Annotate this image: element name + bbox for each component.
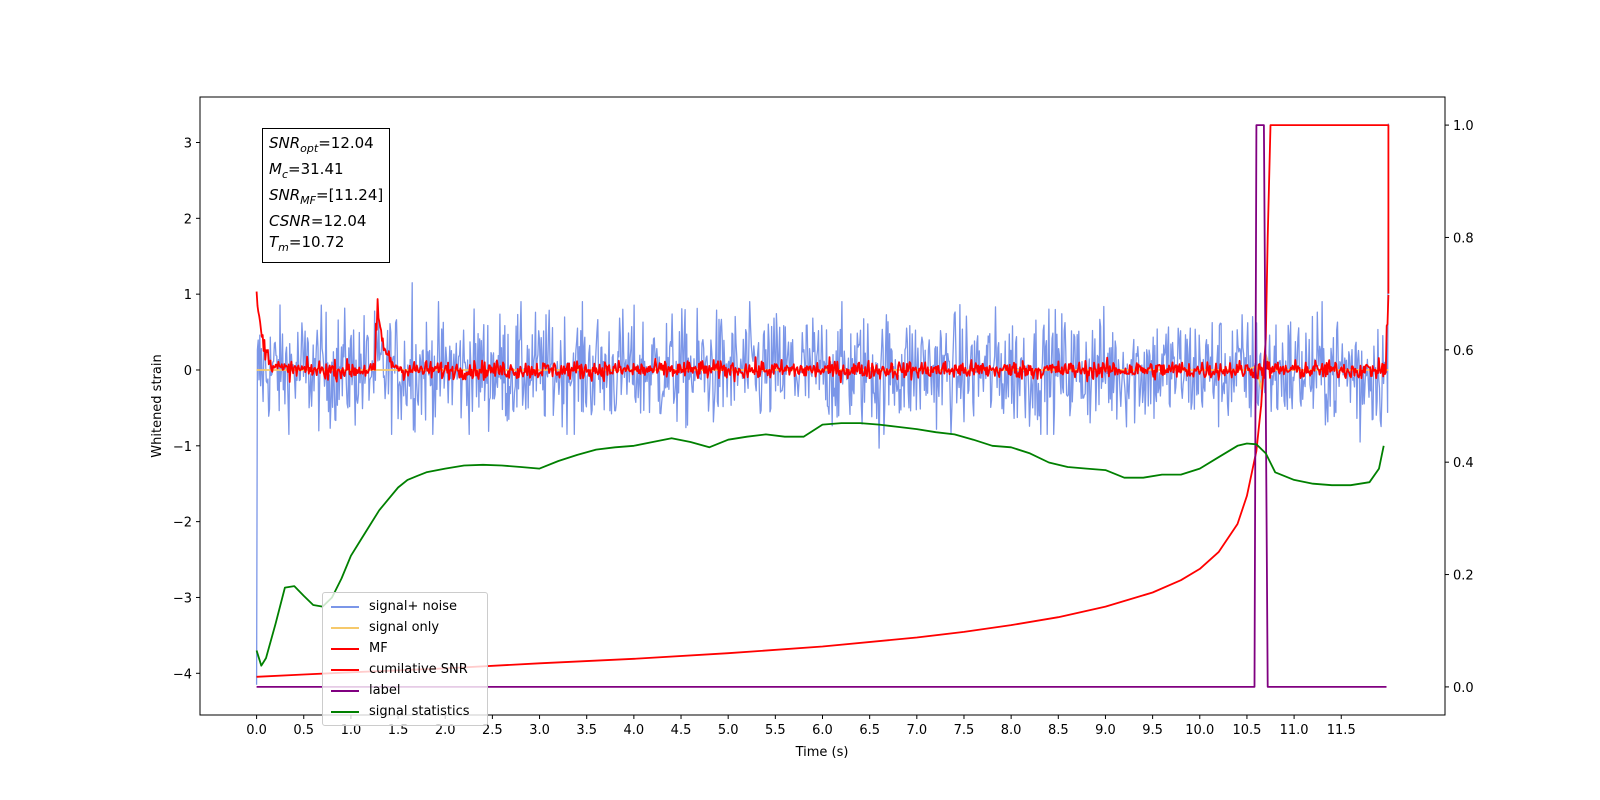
x-tick-label: 5.5 [765,723,786,738]
legend-item: cumilative SNR [327,659,483,680]
y-tick-label: −2 [173,516,192,531]
y-tick-label: 3 [184,136,192,151]
x-tick-label: 11.5 [1327,723,1356,738]
x-tick-label: 1.5 [388,723,409,738]
y-axis-title: Whitened strain [150,354,165,457]
legend-label: signal statistics [369,704,470,719]
legend-swatch [331,605,359,608]
legend-label: label [369,683,401,698]
x-tick-label: 2.0 [435,723,456,738]
annotation-tm: Tm=10.72 [269,233,345,254]
series-line-0 [255,123,1390,685]
x-tick-label: 10.5 [1232,723,1261,738]
legend: signal+ noise signal only MF cumilative SNR… [322,592,488,726]
y-axis-left: 3 2 1 0 −1 −2 −3 −4 [173,136,200,682]
legend-item: label [327,680,483,701]
legend-item: signal only [327,617,483,638]
legend-label: MF [369,641,388,656]
y-axis-right: 1.0 0.8 0.6 0.4 0.2 0.0 [1445,119,1474,696]
legend-item: signal statistics [327,701,483,722]
x-axis-title: Time (s) [795,745,849,760]
x-tick-label: 6.0 [812,723,833,738]
annotation-snr-opt: SNRopt=12.04 [269,134,374,155]
y2-tick-label: 0.0 [1453,681,1474,696]
x-tick-label: 0.0 [246,723,267,738]
legend-item: MF [327,638,483,659]
y-tick-label: −3 [173,591,192,606]
annotation-csnr: CSNR=12.04 [269,212,367,230]
x-tick-label: 7.5 [954,723,975,738]
x-tick-label: 0.5 [293,723,314,738]
series-line-2 [255,291,1390,384]
legend-label: cumilative SNR [369,662,468,677]
legend-swatch [331,668,359,671]
annotation-mc: Mc=31.41 [269,160,344,181]
x-tick-label: 10.0 [1185,723,1214,738]
legend-swatch [331,626,359,629]
legend-swatch [331,710,359,713]
series-line-4 [256,124,1387,688]
y2-tick-label: 0.4 [1453,456,1474,471]
x-tick-label: 11.0 [1280,723,1309,738]
legend-label: signal only [369,620,440,635]
y-tick-label: 1 [184,288,192,303]
x-tick-label: 7.0 [906,723,927,738]
legend-item: signal+ noise [327,596,483,617]
x-tick-label: 1.0 [341,723,362,738]
x-tick-label: 8.0 [1001,723,1022,738]
y2-tick-label: 1.0 [1453,119,1474,134]
y-tick-label: 2 [184,212,192,227]
legend-swatch [331,689,359,692]
annotation-box: SNRopt=12.04 Mc=31.41 SNRMF=[11.24] CSNR… [262,128,391,263]
legend-swatch [331,647,359,650]
y-tick-label: −4 [173,667,192,682]
x-tick-label: 4.0 [624,723,645,738]
x-tick-label: 9.5 [1142,723,1163,738]
x-tick-label: 6.5 [859,723,880,738]
y-tick-label: 0 [184,364,192,379]
annotation-snr-mf: SNRMF=[11.24] [269,186,384,207]
y2-tick-label: 0.8 [1453,231,1474,246]
x-tick-label: 3.0 [529,723,550,738]
x-tick-label: 8.5 [1048,723,1069,738]
x-axis: 0.0 0.5 1.0 1.5 2.0 2.5 3.0 3.5 4.0 4.5 5.0 5.5 6.0 6… [246,715,1356,738]
plot-area [255,123,1390,688]
series-line-5 [255,422,1385,667]
x-tick-label: 4.5 [671,723,692,738]
x-tick-label: 9.0 [1095,723,1116,738]
x-tick-label: 3.5 [576,723,597,738]
x-tick-label: 5.0 [718,723,739,738]
y2-tick-label: 0.2 [1453,569,1474,584]
legend-label: signal+ noise [369,599,458,614]
x-tick-label: 2.5 [482,723,503,738]
y-tick-label: −1 [173,440,192,455]
y2-tick-label: 0.6 [1453,344,1474,359]
